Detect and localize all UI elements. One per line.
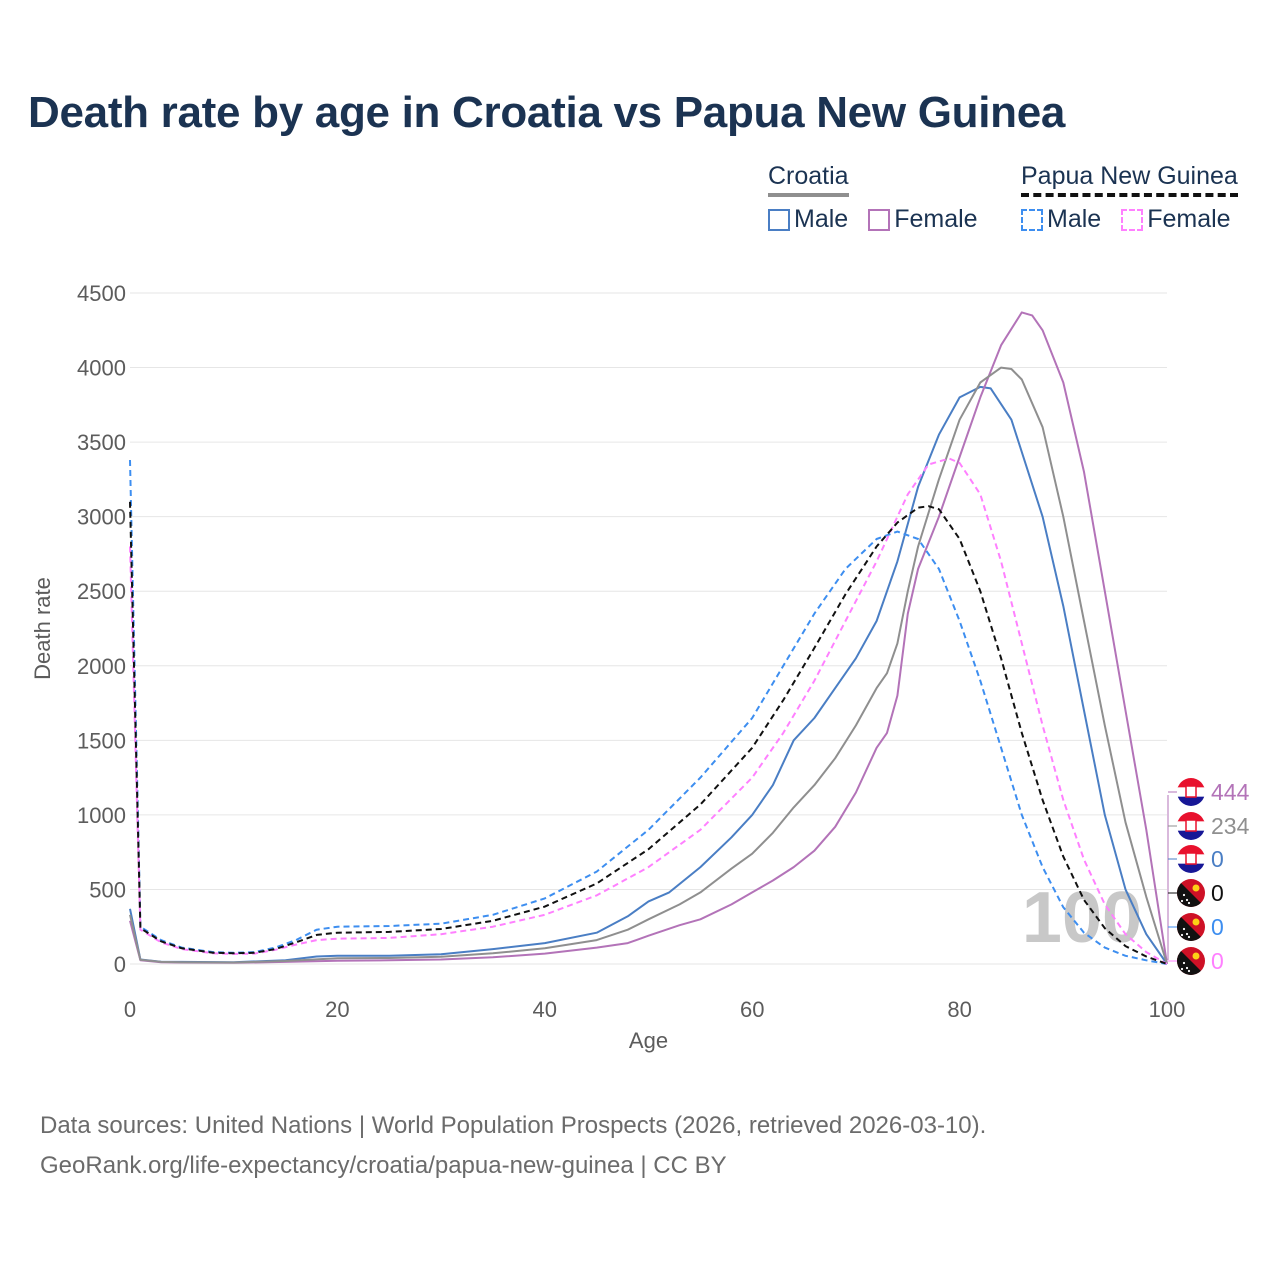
png-female-swatch: [1121, 208, 1144, 231]
y-axis-label: Death rate: [30, 577, 55, 680]
end-label-value: 0: [1211, 846, 1224, 872]
y-tick-label: 3000: [77, 505, 126, 530]
legend-png-female-label: Female: [1147, 205, 1231, 233]
series-line-png-female: [129, 457, 1168, 965]
series-line-croatia-male: [129, 385, 1168, 965]
series-line-croatia-female: [129, 311, 1168, 965]
y-tick-label: 4500: [77, 281, 126, 306]
legend-croatia-female[interactable]: Female: [868, 205, 978, 234]
legend-croatia-male[interactable]: Male: [768, 205, 848, 234]
legend-croatia-male-label: Male: [794, 205, 849, 233]
legend-croatia: Croatia Male Female: [768, 162, 978, 234]
legend-croatia-female-label: Female: [894, 205, 978, 233]
end-label-value: 0: [1211, 948, 1224, 974]
y-tick-label: 2500: [77, 579, 126, 604]
x-tick-label: 60: [740, 997, 764, 1022]
croatia-male-swatch: [768, 208, 790, 231]
legend-png-title: Papua New Guinea: [1021, 162, 1238, 197]
png-flag-icon: [1177, 879, 1205, 907]
year-watermark: 100: [1022, 878, 1142, 958]
y-tick-label: 1000: [77, 803, 126, 828]
footer-source: Data sources: United Nations | World Pop…: [40, 1112, 987, 1139]
x-tick-label: 100: [1149, 997, 1186, 1022]
legend-croatia-title: Croatia: [768, 162, 849, 197]
legend-png-male-label: Male: [1047, 205, 1102, 233]
y-tick-label: 2000: [77, 654, 126, 679]
y-tick-label: 1500: [77, 728, 126, 753]
chart-title: Death rate by age in Croatia vs Papua Ne…: [28, 88, 1066, 137]
croatia-flag-icon: [1177, 778, 1205, 806]
x-tick-label: 40: [533, 997, 557, 1022]
croatia-female-swatch: [868, 208, 891, 231]
y-tick-label: 0: [114, 952, 126, 977]
x-tick-label: 20: [325, 997, 349, 1022]
croatia-flag-icon: [1177, 845, 1205, 873]
end-label-value: 0: [1211, 880, 1224, 906]
footer-link: GeoRank.org/life-expectancy/croatia/papu…: [40, 1152, 727, 1179]
legend-png: Papua New Guinea Male Female: [1021, 162, 1238, 234]
y-tick-label: 3500: [77, 430, 126, 455]
footer: Data sources: United Nations | World Pop…: [40, 1106, 986, 1186]
series-line-png-male: [129, 459, 1168, 965]
end-label-value: 234: [1211, 813, 1250, 839]
end-label-value: 0: [1211, 914, 1224, 940]
y-tick-label: 500: [89, 877, 126, 902]
legend-png-male[interactable]: Male: [1021, 205, 1101, 234]
x-tick-label: 80: [947, 997, 971, 1022]
x-tick-label: 0: [124, 997, 136, 1022]
png-flag-icon: [1177, 913, 1205, 941]
y-tick-label: 4000: [77, 356, 126, 381]
x-axis-label: Age: [629, 1028, 668, 1053]
png-male-swatch: [1021, 208, 1043, 231]
png-flag-icon: [1177, 947, 1205, 975]
legend-png-female[interactable]: Female: [1121, 205, 1231, 234]
series-line-png-total: [129, 501, 1168, 965]
series-line-croatia-total: [129, 366, 1168, 965]
end-label-value: 444: [1211, 779, 1250, 805]
croatia-flag-icon: [1177, 812, 1205, 840]
